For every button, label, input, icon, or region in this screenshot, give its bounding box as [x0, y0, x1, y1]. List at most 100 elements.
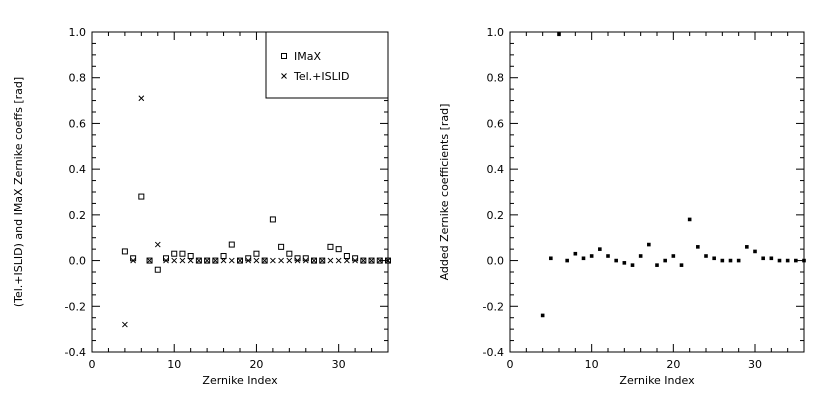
y-tick-label: 0.2 — [487, 209, 505, 222]
legend-square-marker — [281, 53, 287, 59]
imax-point — [286, 250, 293, 257]
imax-point — [154, 266, 161, 273]
imax-point — [319, 257, 326, 264]
y-tick-label: 0.4 — [487, 163, 505, 176]
added-coefficient-point — [614, 258, 618, 263]
imax-point — [171, 250, 178, 257]
tel-islid-point — [344, 257, 350, 264]
tel-islid-point — [294, 257, 301, 264]
tel-islid-point — [154, 241, 161, 248]
y-tick-label: 0.0 — [487, 255, 505, 268]
added-coefficient-point — [712, 256, 716, 261]
tel-islid-point — [138, 95, 145, 102]
added-coefficient-point — [598, 247, 602, 251]
y-axis-title: (Tel.+ISLID) and IMaX Zernike coeffs [ra… — [12, 77, 25, 307]
tel-islid-point — [122, 321, 128, 328]
imax-point — [278, 243, 285, 250]
y-tick-label: 0.6 — [487, 117, 505, 130]
added-coefficient-point — [745, 245, 749, 249]
added-coefficient-point — [630, 263, 635, 267]
added-coefficient-point — [687, 217, 692, 222]
imax-point — [228, 241, 235, 248]
imax-point — [179, 250, 186, 257]
imax-point — [269, 216, 276, 223]
legend-cross-marker — [281, 73, 287, 79]
added-coefficient-point — [589, 254, 594, 258]
x-tick-label: 20 — [666, 358, 680, 371]
imax-point — [368, 257, 375, 264]
y-tick-label: 1.0 — [487, 26, 505, 39]
added-coefficient-point — [802, 258, 806, 263]
added-coefficient-point — [565, 258, 569, 263]
added-coefficient-point — [794, 258, 798, 263]
imax-point — [220, 253, 227, 259]
tel-islid-point — [302, 257, 309, 264]
tel-islid-point — [237, 257, 243, 264]
x-axis-title: Zernike Index — [202, 374, 278, 387]
y-tick-label: 0.0 — [69, 255, 87, 268]
y-tick-label: 0.8 — [69, 72, 87, 85]
tel-islid-point — [360, 257, 367, 264]
added-coefficient-point — [606, 254, 610, 258]
x-tick-label: 30 — [332, 358, 346, 371]
imax-point — [261, 257, 268, 264]
legend-label: Tel.+ISLID — [293, 70, 349, 83]
added-coefficient-point — [777, 258, 782, 263]
tel-islid-point — [385, 257, 391, 264]
tel-islid-point — [278, 257, 284, 264]
added-coefficient-point — [761, 256, 765, 261]
y-tick-label: -0.4 — [483, 346, 504, 359]
tel-islid-point — [253, 257, 260, 264]
added-coefficient-point — [769, 256, 774, 261]
tel-islid-point — [146, 257, 153, 264]
tel-islid-point — [228, 257, 235, 264]
imax-point — [360, 257, 367, 264]
added-coefficient-point — [720, 258, 725, 263]
tel-islid-point — [163, 257, 169, 264]
added-coefficient-point — [581, 256, 586, 261]
tel-islid-point — [286, 257, 293, 264]
y-tick-label: 0.4 — [69, 163, 87, 176]
added-coefficient-point — [540, 313, 545, 318]
y-tick-label: 0.2 — [69, 209, 87, 222]
imax-point — [311, 257, 317, 264]
legend-box — [265, 31, 389, 99]
tel-islid-point — [368, 257, 375, 264]
tel-islid-point — [335, 257, 342, 264]
y-tick-label: 0.6 — [69, 117, 87, 130]
x-tick-label: 30 — [748, 358, 762, 371]
tel-islid-point — [196, 257, 202, 264]
imax-point — [195, 257, 202, 264]
imax-point — [212, 257, 219, 264]
tel-islid-point — [352, 257, 358, 264]
added-coefficient-point — [704, 254, 708, 258]
tel-islid-point — [187, 257, 194, 264]
added-coefficient-point — [785, 258, 790, 263]
y-tick-label: 1.0 — [69, 26, 87, 39]
y-tick-label: -0.2 — [65, 300, 86, 313]
imax-point — [146, 257, 153, 264]
tel-islid-point — [311, 257, 317, 264]
tel-islid-point — [204, 257, 210, 264]
added-coefficient-point — [696, 245, 700, 249]
added-coefficient-point — [573, 251, 578, 256]
tel-islid-point — [171, 257, 178, 264]
imax-point — [237, 257, 243, 264]
added-coefficient-point — [663, 258, 667, 263]
tel-islid-point — [179, 257, 186, 264]
added-coefficient-point — [622, 261, 627, 265]
imax-point — [343, 253, 350, 259]
tel-islid-point — [270, 257, 276, 264]
right-panel: 0 10 20 30 -0.4 -0.2 0.0 0.2 0.4 0.6 0.8 1.0 Zernike… — [438, 26, 806, 387]
tel-islid-point — [130, 257, 136, 264]
tel-islid-point — [245, 257, 252, 264]
plot-frame — [509, 31, 805, 353]
legend-label: IMaX — [294, 50, 321, 63]
imax-point — [335, 246, 342, 253]
added-coefficient-point — [753, 249, 757, 254]
x-tick-label: 10 — [167, 358, 181, 371]
imax-point — [376, 257, 383, 264]
added-coefficient-point — [557, 32, 561, 37]
imax-point — [204, 257, 211, 264]
